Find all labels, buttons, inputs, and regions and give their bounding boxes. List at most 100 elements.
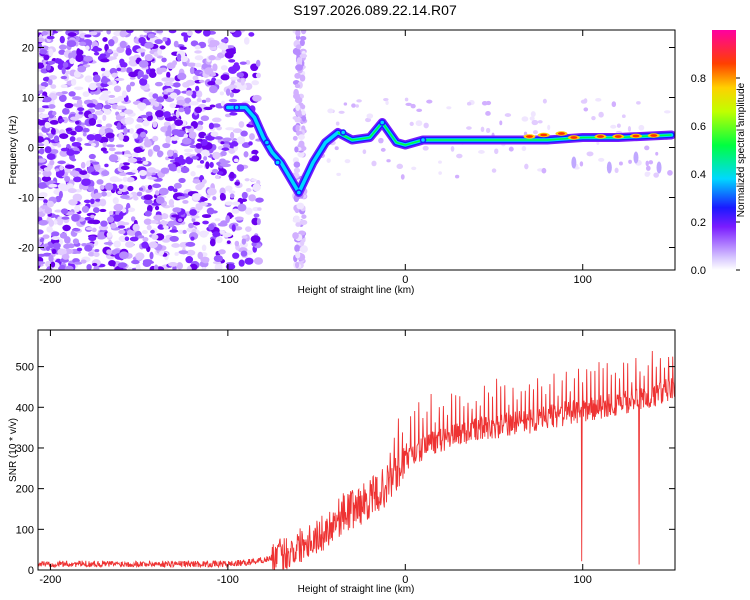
spectrogram-cell xyxy=(57,216,64,221)
spectrogram-cell xyxy=(60,208,69,215)
spectrogram-cell xyxy=(295,64,303,71)
spectrogram-cell xyxy=(250,178,257,182)
spectrogram-cell xyxy=(202,258,210,264)
spectrogram-cell xyxy=(245,187,252,193)
spectrogram-cell xyxy=(68,91,76,97)
spectrogram-cell xyxy=(43,139,49,147)
spectrogram-cell xyxy=(44,146,52,154)
spectrogram-cell xyxy=(190,40,199,47)
spectrogram-cell xyxy=(224,185,233,192)
spectrogram-cell xyxy=(238,259,245,267)
spectrogram-cell xyxy=(237,82,247,91)
spectrogram-cell xyxy=(65,127,73,132)
spectrogram-cell xyxy=(89,31,98,36)
spectrogram-cell xyxy=(206,207,215,215)
spectrogram-cell xyxy=(301,214,307,219)
spectrogram-cell xyxy=(39,49,48,55)
spectrogram-cell xyxy=(299,219,308,226)
spectrogram-cell xyxy=(128,71,138,78)
spectrogram-cell xyxy=(194,30,203,34)
spectrogram-cell xyxy=(229,112,238,116)
spectrogram-cell xyxy=(494,148,499,155)
spectrogram-cell xyxy=(196,97,202,103)
spectrogram-cell xyxy=(214,136,223,140)
spectrogram-cell xyxy=(137,102,147,110)
x-tick-label: -100 xyxy=(217,574,239,586)
spectrogram-cell xyxy=(106,30,111,35)
spectrogram-cell xyxy=(185,241,196,247)
spectrogram-cell xyxy=(154,205,160,211)
spectrogram-cell xyxy=(73,261,83,265)
spectrogram-cell xyxy=(416,108,423,113)
spectrogram-cell xyxy=(480,126,485,133)
spectrogram-cell xyxy=(521,145,527,152)
spectrogram-cell xyxy=(611,101,617,108)
spectrogram-cell xyxy=(220,220,228,227)
trace-node-core xyxy=(275,160,280,165)
spectrogram-cell xyxy=(62,61,69,68)
spectrogram-cell xyxy=(48,219,55,227)
spectrogram-cell xyxy=(77,107,85,112)
spectrogram-cell xyxy=(335,121,340,126)
spectrogram-cell xyxy=(98,128,106,135)
y-tick-label: -10 xyxy=(18,193,34,205)
spectrogram-cell xyxy=(66,40,77,48)
spectrogram-cell xyxy=(466,126,472,130)
spectrogram-cell xyxy=(255,197,264,203)
spectrogram-cell xyxy=(166,71,171,79)
spectrogram-cell xyxy=(248,32,255,37)
spectrogram-cell xyxy=(158,250,164,257)
spectrogram-cell xyxy=(48,75,58,80)
spectrogram-cell xyxy=(225,263,236,270)
spectrogram-cell xyxy=(183,34,188,43)
spectrogram-cell xyxy=(209,104,216,108)
spectrogram-cell xyxy=(196,164,204,169)
spectrogram-cell xyxy=(255,59,261,67)
spectrogram-cell xyxy=(74,120,80,125)
spectrogram-cell xyxy=(172,188,178,193)
spectrogram-cell xyxy=(218,249,226,255)
spectrogram-cell xyxy=(410,103,416,109)
spectrogram-cell xyxy=(60,75,68,80)
spectrogram-cell xyxy=(125,47,132,56)
spectrogram-cell xyxy=(118,132,124,141)
spectrogram-cell xyxy=(47,60,56,65)
spectrogram-cell xyxy=(344,159,351,164)
spectrogram-cell xyxy=(38,62,45,69)
spectrogram-cell xyxy=(53,220,58,225)
spectrogram-cell xyxy=(41,175,52,182)
spectrogram-cell xyxy=(194,106,203,114)
spectrogram-cell xyxy=(64,175,71,182)
spectrogram-cell xyxy=(84,244,93,252)
spectrogram-cell xyxy=(96,179,104,185)
trace-hotspot-core xyxy=(570,136,578,139)
spectrogram-cell xyxy=(108,154,119,163)
spectrogram-cell xyxy=(142,237,149,242)
spectrogram-cell xyxy=(48,104,56,109)
spectrogram-cell xyxy=(122,176,128,182)
spectrogram-cell xyxy=(175,110,180,119)
spectrogram-cell xyxy=(233,158,239,163)
spectrogram-cell xyxy=(155,110,165,118)
spectrogram-cell xyxy=(157,48,163,56)
spectrogram-cell xyxy=(610,124,617,129)
spectrogram-cell xyxy=(194,55,204,61)
spectrogram-cell xyxy=(55,168,60,172)
spectrogram-cell xyxy=(404,97,409,102)
spectrogram-cell xyxy=(173,182,182,189)
spectrogram-cell xyxy=(104,43,109,52)
spectrogram-cell xyxy=(185,156,194,165)
spectrogram-cell xyxy=(144,53,153,62)
spectrogram-cell xyxy=(103,70,111,77)
spectrogram-cell xyxy=(135,263,141,270)
spectrogram-cell xyxy=(194,62,202,68)
spectrogram-cell xyxy=(71,158,77,162)
spectrogram-cell xyxy=(80,161,86,169)
spectrogram-cell xyxy=(205,161,210,170)
spectrogram-cell xyxy=(100,147,107,152)
spectrogram-cell xyxy=(163,111,171,118)
spectrogram-cell xyxy=(298,134,305,140)
spectrogram-cell xyxy=(75,104,83,108)
spectrogram-cell xyxy=(171,128,181,136)
spectrogram-cell xyxy=(146,224,152,231)
